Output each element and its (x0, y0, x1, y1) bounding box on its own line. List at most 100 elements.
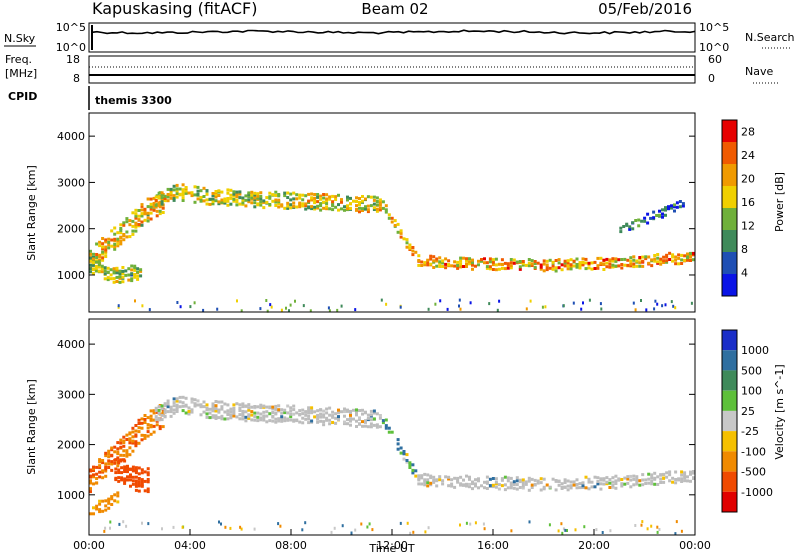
power-cell (438, 261, 442, 265)
velocity-cell (220, 400, 224, 404)
velocity-cell (92, 465, 95, 469)
velocity-cell (494, 480, 498, 484)
velocity-cell (241, 411, 245, 415)
velocity-cell (360, 522, 363, 526)
power-cell (91, 263, 95, 267)
velocity-cell (131, 482, 135, 486)
power-cell (136, 267, 140, 271)
velocity-cell (146, 471, 150, 475)
power-cell (101, 242, 105, 246)
velocity-colorbar-tick: 1000 (741, 344, 769, 357)
velocity-cell (456, 480, 460, 484)
power-cell (331, 202, 335, 206)
power-cell (474, 264, 477, 268)
power-cell (656, 302, 659, 306)
velocity-cell (358, 422, 361, 426)
velocity-cell (638, 483, 642, 487)
velocity-cell (89, 468, 92, 472)
velocity-cell (638, 479, 642, 483)
power-cell (390, 216, 394, 220)
power-cell (121, 269, 125, 273)
power-cell (319, 194, 323, 198)
velocity-cell (659, 481, 663, 484)
velocity-cell (98, 470, 102, 474)
y-tick-label: 3000 (57, 388, 85, 401)
velocity-cell (322, 415, 326, 419)
velocity-cell (405, 453, 409, 457)
power-cell (337, 208, 340, 212)
velocity-cell (140, 421, 144, 425)
power-cell (346, 204, 349, 208)
velocity-cell (268, 405, 272, 409)
power-cell (593, 267, 597, 270)
velocity-cell (134, 475, 138, 479)
velocity-cell (626, 477, 630, 481)
velocity-cell (349, 409, 352, 413)
power-cell (104, 238, 108, 242)
power-cell (611, 263, 615, 267)
velocity-cell (334, 412, 338, 416)
power-cell (172, 196, 176, 200)
power-cell (587, 261, 591, 265)
power-cell (582, 301, 584, 305)
y-tick-label: 1000 (57, 489, 85, 502)
velocity-cell (199, 403, 203, 407)
velocity-cell (274, 417, 278, 421)
velocity-cell (530, 483, 534, 487)
power-cell (465, 265, 468, 268)
power-cell (542, 269, 546, 273)
power-cell (160, 193, 164, 197)
power-cell (569, 267, 573, 271)
power-cell (313, 205, 317, 209)
velocity-cell (366, 525, 369, 529)
velocity-cell (137, 422, 141, 425)
velocity-cell (220, 414, 224, 418)
power-cell (608, 262, 612, 266)
power-cell (253, 201, 257, 205)
power-cell (115, 268, 119, 272)
power-cell (253, 196, 257, 200)
velocity-cell (202, 405, 206, 409)
freq-label-line1: Freq. (5, 53, 32, 66)
velocity-colorbar-tick: -500 (741, 466, 766, 479)
power-cell (244, 198, 248, 202)
velocity-cell (109, 526, 111, 530)
power-cell (166, 199, 170, 203)
power-cell (355, 196, 358, 200)
velocity-cell (462, 478, 465, 482)
velocity-cell (146, 423, 150, 427)
velocity-cell (641, 473, 645, 477)
power-cell (689, 255, 692, 259)
power-cell (668, 258, 672, 261)
power-cell (319, 202, 323, 206)
power-cell (494, 268, 498, 272)
velocity-cell (107, 455, 111, 459)
velocity-cell (515, 476, 519, 480)
power-cell (152, 196, 156, 200)
power-cell (496, 308, 499, 312)
power-cell (226, 199, 230, 203)
power-cell (310, 198, 314, 202)
velocity-cell (668, 479, 672, 483)
power-cell (109, 268, 113, 272)
velocity-cell (334, 421, 338, 425)
power-cell (91, 257, 95, 261)
power-cell (483, 261, 486, 265)
velocity-cell (417, 477, 421, 481)
velocity-cell (542, 485, 546, 489)
power-cell (286, 204, 290, 208)
velocity-cell (146, 430, 150, 434)
power-cell (653, 259, 657, 263)
velocity-cell (307, 409, 311, 412)
velocity-cell (114, 467, 118, 471)
power-cell (432, 255, 436, 259)
power-cell (647, 255, 651, 259)
power-cell (169, 193, 173, 197)
power-cell (89, 270, 92, 274)
power-cell (488, 265, 492, 269)
velocity-cell (483, 486, 486, 490)
power-cell (587, 266, 591, 270)
velocity-cell (129, 478, 132, 482)
power-cell (617, 258, 621, 262)
velocity-cell (533, 478, 537, 482)
